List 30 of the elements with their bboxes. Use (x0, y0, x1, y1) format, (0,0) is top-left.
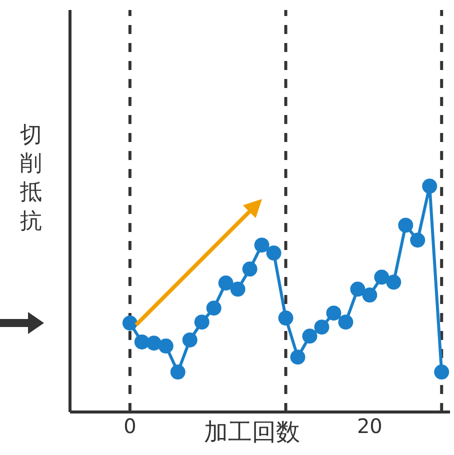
point (350, 282, 366, 297)
point (374, 270, 390, 285)
point (182, 332, 198, 348)
point (326, 306, 342, 321)
point (314, 320, 330, 335)
point (230, 282, 246, 297)
y-axis-title: 切削抵抗 (19, 123, 42, 234)
point (122, 316, 138, 331)
point (362, 288, 378, 303)
x-tick-label: 20 (356, 414, 382, 438)
x-axis-title: 加工回数 (204, 418, 300, 446)
point (206, 300, 222, 316)
point (194, 314, 210, 330)
point (242, 262, 258, 277)
x-tick-label: 0 (124, 414, 136, 438)
point (386, 274, 402, 290)
point (290, 350, 306, 365)
point (278, 310, 294, 326)
point (146, 336, 162, 351)
point (410, 232, 426, 248)
point (422, 178, 438, 194)
point (170, 364, 186, 380)
point (218, 276, 234, 291)
point (158, 338, 174, 354)
point (398, 218, 414, 233)
point (302, 328, 318, 344)
point (434, 364, 450, 380)
point (266, 246, 282, 261)
point (254, 238, 270, 253)
point (338, 314, 354, 330)
